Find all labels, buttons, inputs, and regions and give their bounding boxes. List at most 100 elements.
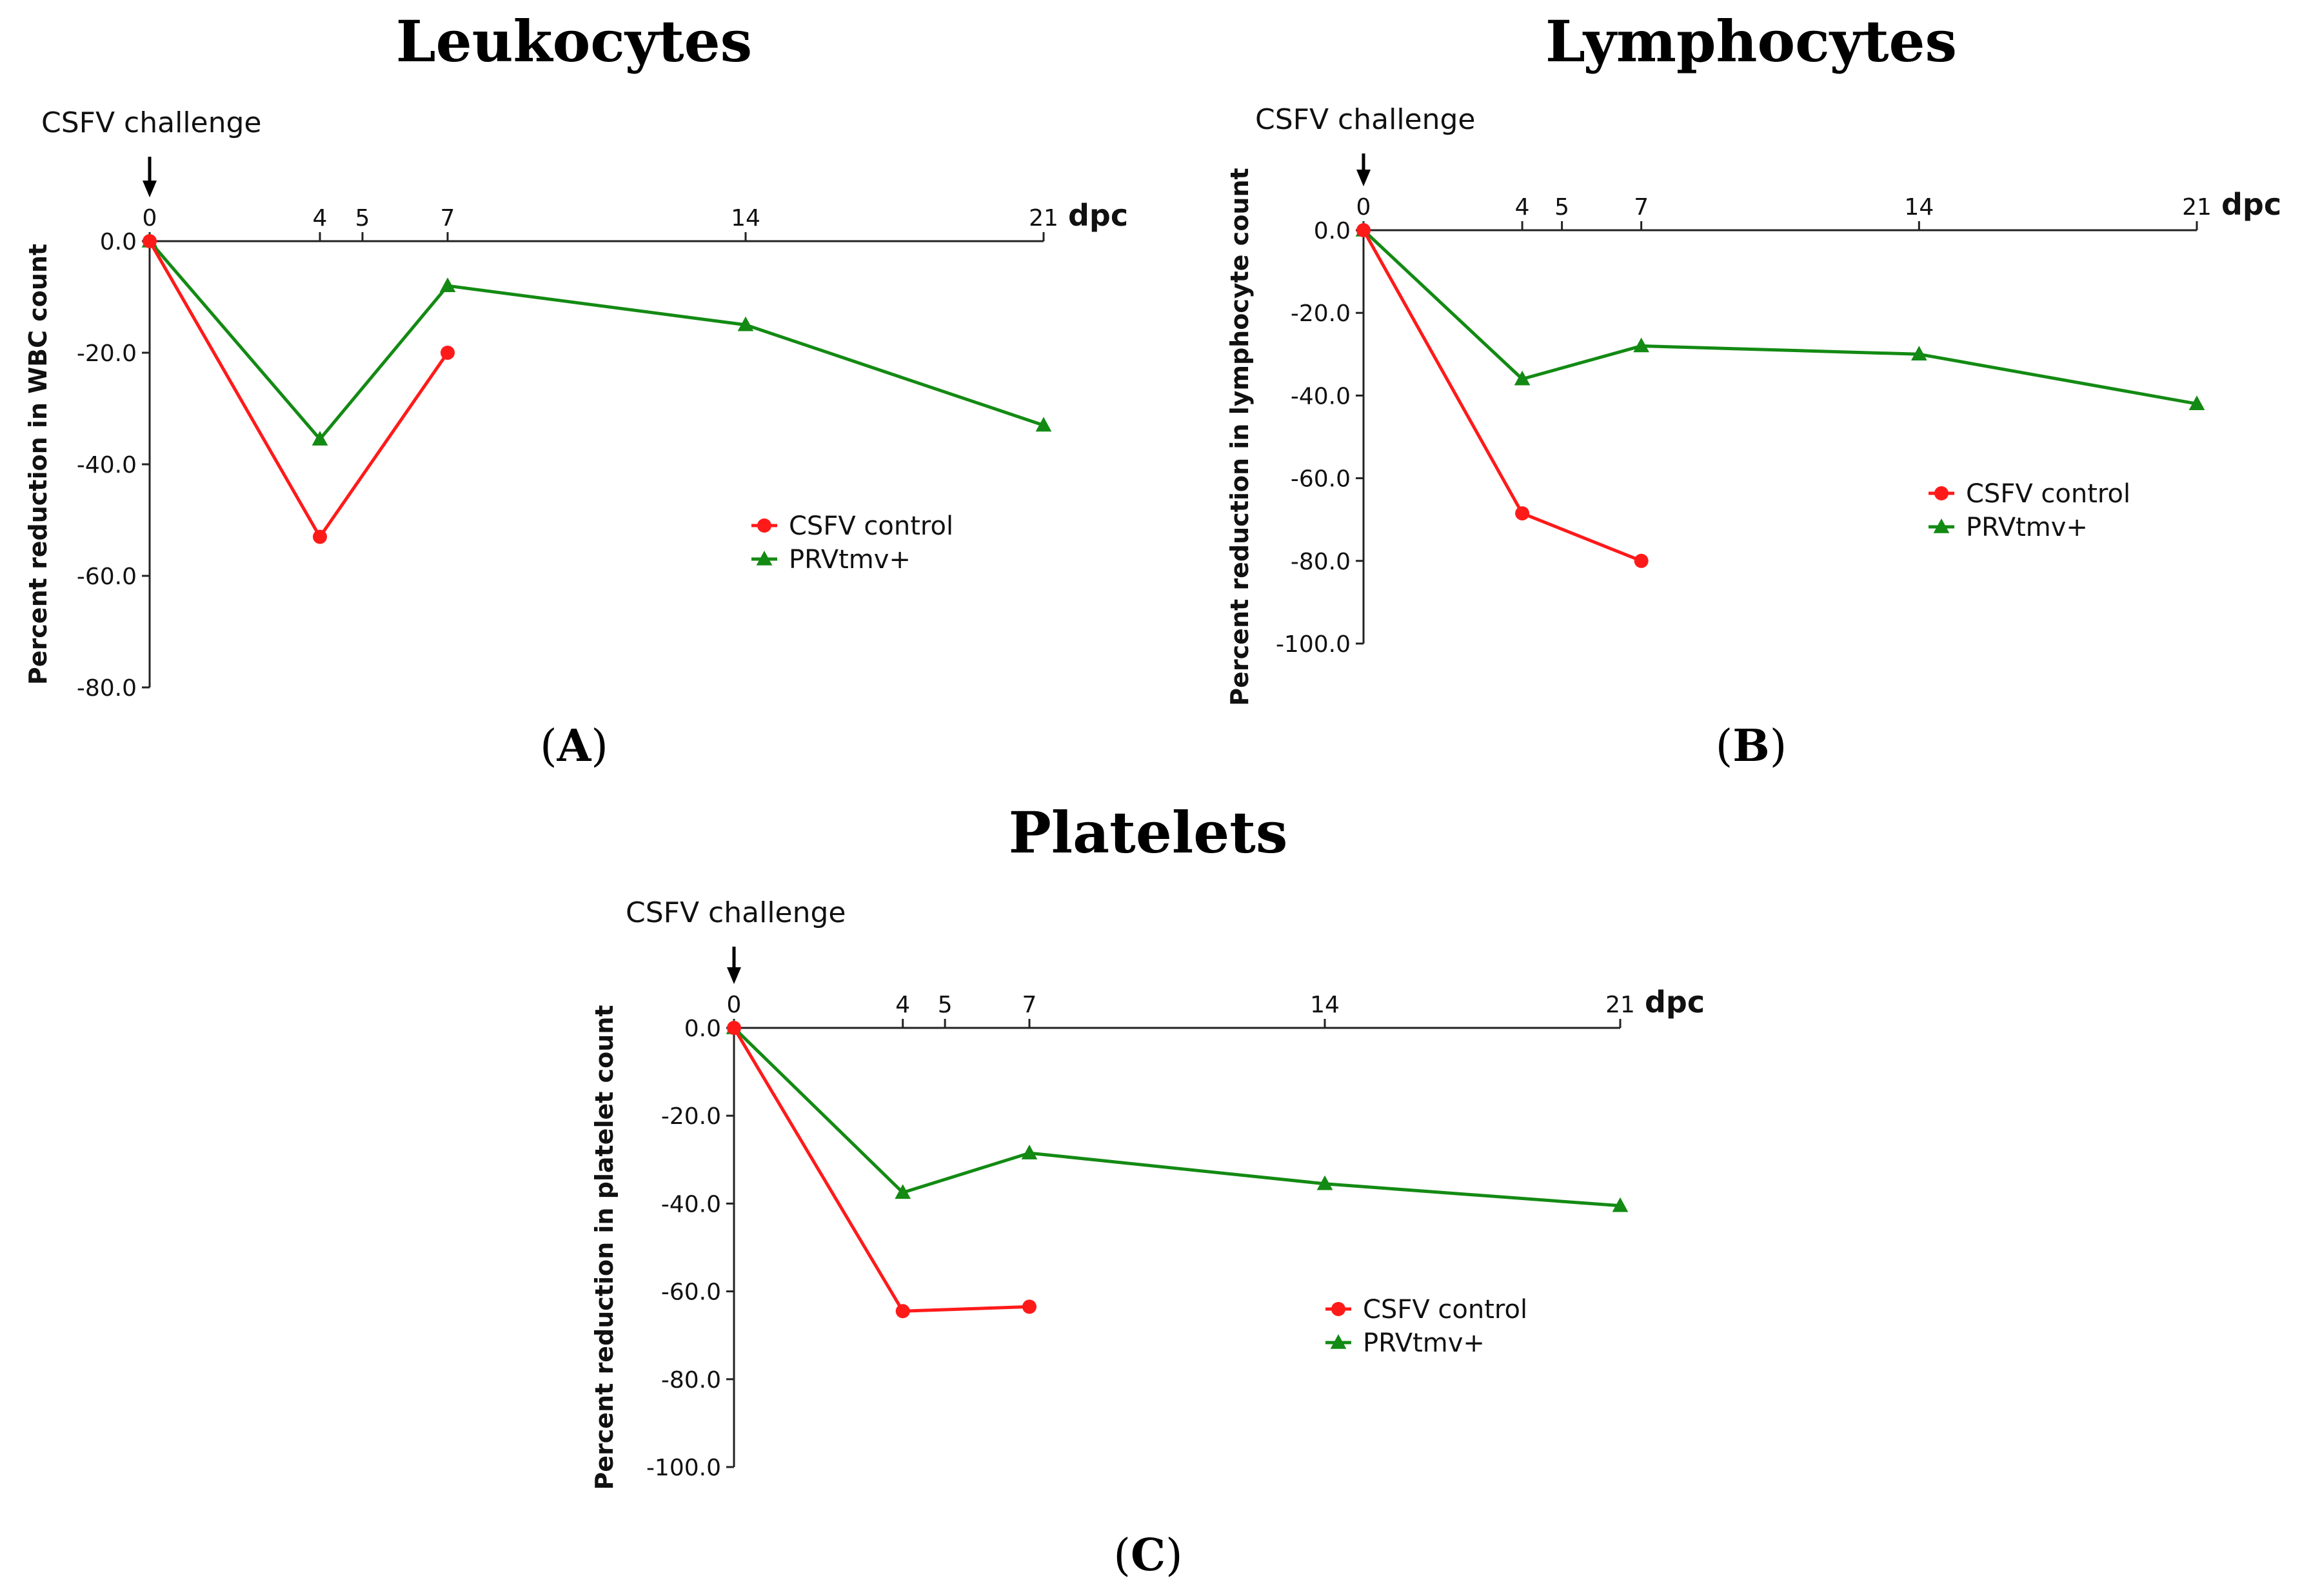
- y-tick-label: -20.0: [77, 340, 137, 367]
- chart-title: Leukocytes: [396, 8, 752, 75]
- data-point: [1035, 417, 1052, 432]
- x-axis-unit: dpc: [1645, 985, 1705, 1020]
- x-tick-label: 0: [143, 205, 157, 232]
- legend-label: PRVtmv+: [1966, 513, 2088, 542]
- challenge-annotation: CSFV challenge: [1255, 103, 1476, 136]
- challenge-arrow-head: [1356, 170, 1371, 186]
- y-tick-label: -60.0: [1291, 466, 1351, 493]
- series-csfv-control: [1356, 223, 1649, 568]
- x-tick-label: 4: [1515, 194, 1530, 221]
- series-prvtmv: [726, 1020, 1629, 1212]
- x-tick-label: 21: [2182, 194, 2212, 221]
- x-tick-label: 7: [1634, 194, 1649, 221]
- x-tick-label: 5: [355, 205, 370, 232]
- x-tick-label: 7: [441, 205, 455, 232]
- legend-label: CSFV control: [1966, 479, 2130, 509]
- series-line: [733, 1027, 1621, 1208]
- data-point: [895, 1304, 910, 1319]
- legend-marker: [1933, 518, 1950, 533]
- y-axis-label: Percent reduction in platelet count: [590, 1005, 619, 1490]
- y-axis-label: Percent reduction in WBC count: [24, 244, 52, 685]
- data-point: [439, 277, 456, 292]
- x-tick-label: 5: [1554, 194, 1569, 221]
- x-tick-label: 21: [1605, 992, 1635, 1018]
- panel-B: Lymphocytes (B) CSFV challenge 0 4 5 7 14 21 dpc 0…: [1225, 8, 2281, 772]
- series-csfv-control: [143, 234, 455, 544]
- data-point: [1612, 1197, 1629, 1212]
- legend-marker: [1934, 486, 1949, 500]
- data-point: [1316, 1175, 1333, 1190]
- x-tick-label: 4: [313, 205, 328, 232]
- series-line: [148, 240, 1044, 441]
- data-point: [441, 346, 455, 360]
- data-point: [737, 316, 754, 331]
- data-point: [312, 431, 328, 446]
- y-tick-label: -100.0: [1276, 631, 1351, 658]
- panel-letter: B: [1732, 720, 1769, 772]
- panel-label: (B): [1716, 720, 1787, 772]
- chart-title: Lymphocytes: [1545, 8, 1957, 75]
- chart-title: Platelets: [1009, 799, 1288, 866]
- y-tick-label: -60.0: [661, 1279, 721, 1306]
- data-point: [1910, 346, 1927, 361]
- data-point: [1021, 1145, 1038, 1159]
- data-point: [1633, 337, 1650, 353]
- x-tick-label: 14: [1904, 194, 1934, 221]
- data-point: [1356, 223, 1371, 237]
- challenge-arrow-head: [143, 181, 157, 197]
- challenge-annotation: CSFV challenge: [626, 896, 846, 929]
- y-tick-label: -80.0: [77, 675, 137, 702]
- legend-label: PRVtmv+: [1363, 1328, 1485, 1358]
- y-tick-label: -100.0: [646, 1455, 721, 1481]
- x-tick-label: 7: [1022, 992, 1037, 1018]
- legend: CSFV control PRVtmv+: [1929, 479, 2130, 542]
- panel-letter: A: [557, 720, 592, 772]
- panel-letter: C: [1131, 1530, 1165, 1581]
- y-tick-label: 0.0: [100, 229, 137, 255]
- data-point: [1634, 553, 1649, 568]
- data-point: [895, 1184, 911, 1199]
- legend-item: CSFV control: [751, 511, 953, 541]
- legend-item: PRVtmv+: [751, 545, 911, 575]
- x-tick-label: 0: [1356, 194, 1371, 221]
- y-tick-label: -40.0: [77, 452, 137, 478]
- data-point: [1514, 370, 1531, 386]
- legend-item: PRVtmv+: [1325, 1328, 1485, 1358]
- panel-A: Leukocytes (A) CSFV challenge 0 4 5 7 14 21 dpc 0.…: [24, 8, 1128, 772]
- y-tick-label: -80.0: [661, 1367, 721, 1394]
- series-line: [1362, 229, 1642, 563]
- legend-label: PRVtmv+: [789, 545, 911, 575]
- data-point: [1515, 506, 1530, 521]
- challenge-arrow-head: [727, 967, 741, 984]
- legend-item: CSFV control: [1325, 1295, 1527, 1325]
- challenge-annotation: CSFV challenge: [41, 106, 262, 139]
- series-prvtmv: [141, 233, 1052, 446]
- x-tick-label: 21: [1029, 205, 1058, 232]
- y-tick-label: 0.0: [684, 1016, 721, 1042]
- x-tick-label: 0: [727, 992, 742, 1018]
- y-tick-label: -20.0: [1291, 300, 1351, 327]
- y-tick-label: -40.0: [661, 1191, 721, 1217]
- legend-item: PRVtmv+: [1929, 513, 2088, 542]
- legend-marker: [757, 518, 771, 533]
- legend-marker: [1331, 1302, 1345, 1316]
- x-tick-label: 5: [938, 992, 953, 1018]
- x-axis-unit: dpc: [1068, 198, 1128, 233]
- panel-label: (A): [540, 720, 608, 772]
- series-csfv-control: [727, 1021, 1036, 1319]
- x-tick-label: 4: [895, 992, 910, 1018]
- data-point: [727, 1021, 741, 1035]
- y-tick-label: -40.0: [1291, 383, 1351, 409]
- data-point: [2188, 395, 2205, 410]
- panel-label: (C): [1113, 1530, 1182, 1581]
- data-point: [313, 529, 327, 544]
- legend-label: CSFV control: [789, 511, 953, 541]
- series-line: [1362, 229, 2197, 406]
- x-tick-label: 14: [1310, 992, 1340, 1018]
- x-axis-unit: dpc: [2221, 187, 2281, 222]
- series-prvtmv: [1355, 222, 2205, 410]
- panel-C: Platelets (C) CSFV challenge 0 4 5 7 14 21 dpc 0.0…: [590, 799, 1705, 1581]
- legend: CSFV control PRVtmv+: [751, 511, 953, 575]
